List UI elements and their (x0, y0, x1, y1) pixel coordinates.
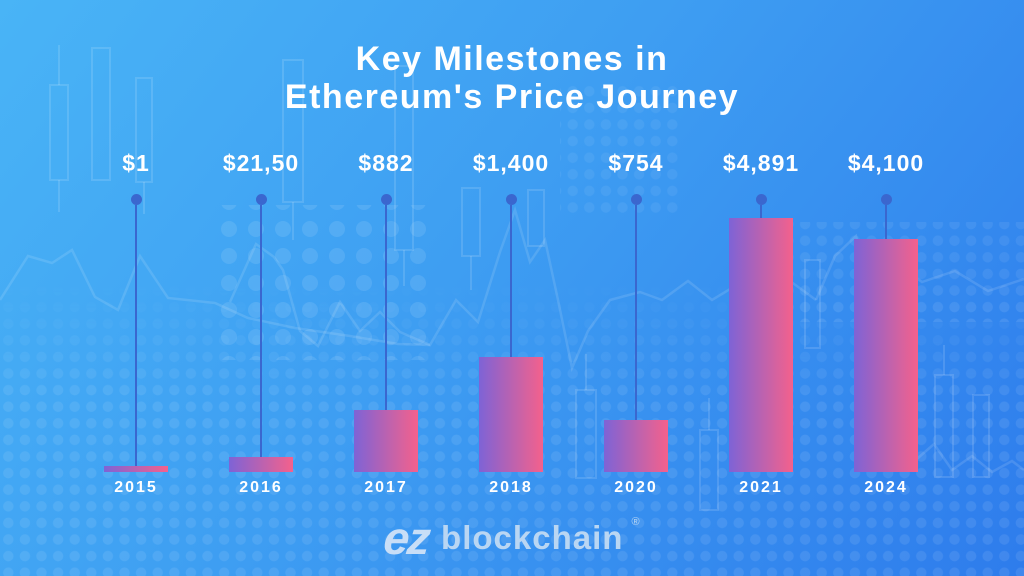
stem-line (635, 205, 637, 420)
price-label: $1,400 (472, 150, 550, 176)
bar (104, 466, 168, 472)
marker-dot-icon (505, 194, 517, 205)
marker-dot-icon (130, 194, 142, 205)
chart-column-2017: $882 2017 (321, 0, 451, 576)
chart-column-2024: $4,100 2024 (821, 0, 951, 576)
stem-line (385, 205, 387, 410)
price-label: $754 (608, 150, 664, 176)
chart-column-2016: $21,50 2016 (196, 0, 326, 576)
year-label: 2018 (489, 479, 533, 496)
chart-column-2018: $1,400 2018 (446, 0, 576, 576)
chart-column-2021: $4,891 2021 (696, 0, 826, 576)
chart-title-line1: Key Milestones in (355, 40, 669, 78)
marker-dot-icon (380, 194, 392, 205)
bar (854, 239, 918, 472)
price-label: $4,891 (722, 150, 800, 176)
price-label: $1 (122, 150, 150, 176)
bar (354, 410, 418, 472)
year-label: 2015 (114, 479, 158, 496)
year-label: 2024 (864, 479, 908, 496)
chart-column-2015: $1 2015 (71, 0, 201, 576)
year-label: 2016 (239, 479, 283, 496)
stem-line (135, 205, 137, 466)
price-label: $882 (358, 150, 414, 176)
bar (729, 218, 793, 472)
brand-wordmark: blockchain (441, 519, 624, 556)
chart-column-2020: $754 2020 (571, 0, 701, 576)
stem-line (260, 205, 262, 457)
registered-trademark-icon: ® (631, 516, 640, 528)
year-label: 2020 (614, 479, 658, 496)
dot-pattern (0, 85, 1024, 576)
year-label: 2021 (739, 479, 783, 496)
stem-line (510, 205, 512, 357)
candlestick-decoration (49, 45, 990, 511)
year-label: 2017 (364, 479, 408, 496)
bar (479, 357, 543, 472)
brand-logo: ez blockchain ® (0, 512, 1024, 564)
chart-title: Key Milestones in Ethereum's Price Journ… (0, 40, 1024, 116)
stem-line (760, 205, 762, 218)
marker-dot-icon (880, 194, 892, 205)
marker-dot-icon (755, 194, 767, 205)
stem-line (885, 205, 887, 239)
bar (229, 457, 293, 472)
chart-title-line2: Ethereum's Price Journey (284, 78, 740, 116)
bar (604, 420, 668, 472)
ez-logo-icon: ez (381, 512, 432, 564)
price-label: $21,50 (222, 150, 300, 176)
price-label: $4,100 (847, 150, 925, 176)
marker-dot-icon (255, 194, 267, 205)
marker-dot-icon (630, 194, 642, 205)
